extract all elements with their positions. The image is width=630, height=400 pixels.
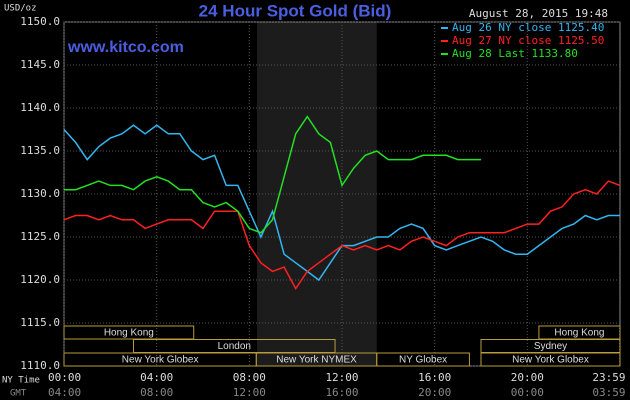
y-tick-label: 1140.0: [20, 101, 60, 114]
timestamp: August 28, 2015 19:48: [469, 7, 608, 20]
gmt-tick-label: 08:00: [140, 386, 173, 399]
session-label: New York Globex: [122, 355, 199, 366]
legend-label: Aug 28 Last 1133.80: [452, 47, 578, 60]
x-tick-label: 08:00: [233, 371, 266, 384]
session-label: NY Globex: [399, 355, 447, 366]
series-line: [63, 180, 621, 291]
y-tick-label: 1110.0: [20, 359, 60, 372]
x-tick-label: 20:00: [511, 371, 544, 384]
legend-label: Aug 27 NY close 1125.50: [452, 34, 604, 47]
x-tick-label: 04:00: [140, 371, 173, 384]
session-label: Hong Kong: [554, 328, 604, 339]
y-tick-label: 1115.0: [20, 316, 60, 329]
session-label: Hong Kong: [104, 328, 154, 339]
gmt-tick-label: 03:59: [592, 386, 625, 399]
x-tick-label: 23:59: [592, 371, 625, 384]
session-box: [480, 352, 621, 367]
session-label: New York NYMEX: [276, 355, 357, 366]
y-tick-label: 1150.0: [20, 15, 60, 28]
session-box: [63, 325, 195, 340]
session-label: New York Globex: [512, 355, 589, 366]
session-box: [376, 352, 470, 367]
gmt-tick-label: 00:00: [511, 386, 544, 399]
series-line: [64, 115, 481, 234]
y-tick-label: 1135.0: [20, 144, 60, 157]
x2-axis-label: GMT: [10, 389, 27, 399]
gmt-tick-label: 20:00: [418, 386, 451, 399]
website: www.kitco.com: [67, 39, 184, 56]
legend-label: Aug 26 NY close 1125.40: [452, 21, 604, 34]
chart-title: 24 Hour Spot Gold (Bid): [199, 1, 392, 20]
x-axis-label: NY Time: [2, 376, 40, 386]
session-label: Sydney: [534, 341, 567, 352]
x-tick-label: 00:00: [48, 371, 81, 384]
x-tick-label: 16:00: [418, 371, 451, 384]
y-tick-label: 1125.0: [20, 230, 60, 243]
gmt-tick-label: 16:00: [325, 386, 358, 399]
y-axis-label: USD/oz: [4, 4, 37, 14]
x-tick-label: 12:00: [325, 371, 358, 384]
session-label: London: [218, 341, 251, 352]
y-tick-label: 1120.0: [20, 273, 60, 286]
y-tick-label: 1130.0: [20, 187, 60, 200]
y-tick-label: 1145.0: [20, 58, 60, 71]
gmt-tick-label: 04:00: [48, 386, 81, 399]
gmt-tick-label: 12:00: [233, 386, 266, 399]
